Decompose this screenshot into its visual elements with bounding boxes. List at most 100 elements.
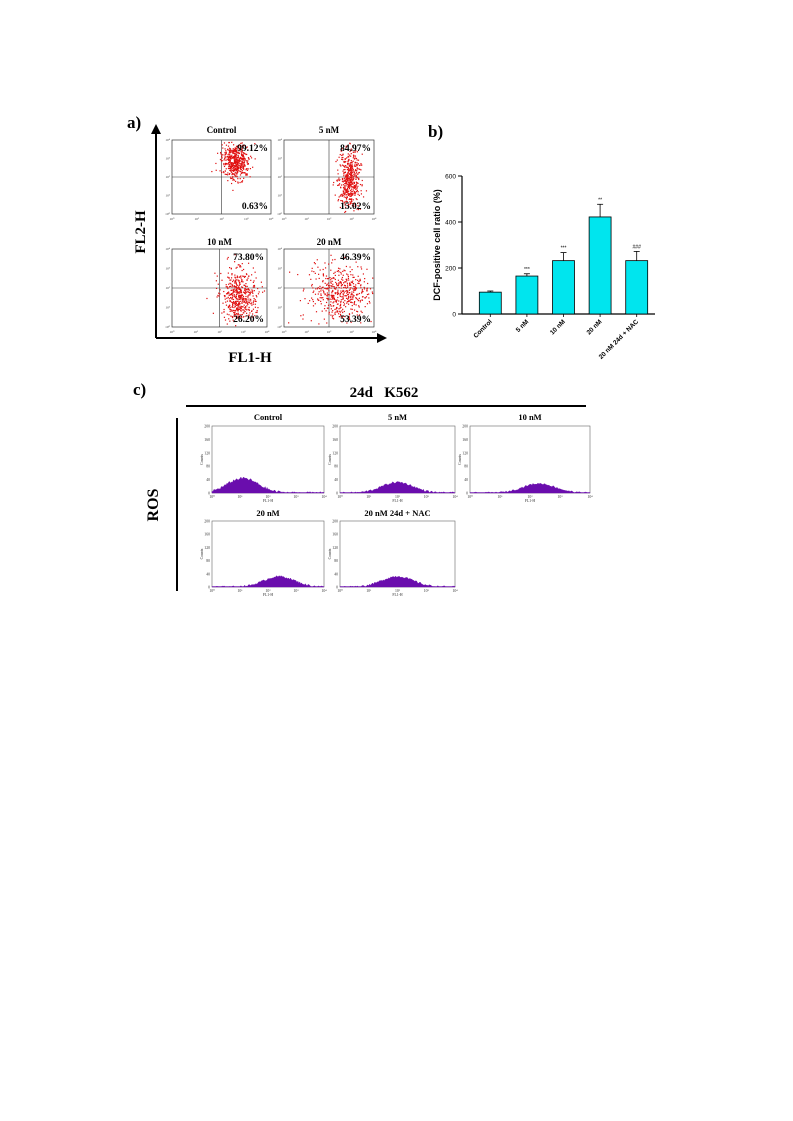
scatter-dot xyxy=(223,165,226,168)
scatter-dot xyxy=(232,298,235,301)
scatter-dot xyxy=(240,305,242,307)
scatter-dot xyxy=(227,305,230,307)
scatter-dot xyxy=(230,155,233,158)
scatter-dot xyxy=(337,284,340,286)
scatter-dot xyxy=(347,155,349,158)
scatter-dot xyxy=(223,290,225,293)
scatter-dot xyxy=(246,302,248,305)
histogram-x-tick-label: 10⁰ xyxy=(337,495,343,499)
scatter-dot xyxy=(244,153,246,155)
scatter-dot xyxy=(243,158,245,160)
scatter-dot xyxy=(333,272,335,275)
histogram-x-tick-label: 10² xyxy=(395,589,401,593)
scatter-dot xyxy=(235,279,237,281)
scatter-y-tick-label: 10³ xyxy=(277,267,282,271)
scatter-dot xyxy=(230,279,232,281)
scatter-dot xyxy=(230,151,232,154)
scatter-dot xyxy=(355,183,358,185)
scatter-dot xyxy=(262,291,264,293)
scatter-dot xyxy=(345,147,347,149)
scatter-dot xyxy=(234,301,236,304)
scatter-dot xyxy=(340,184,343,186)
scatter-dot xyxy=(244,165,246,167)
scatter-dot xyxy=(220,272,222,275)
scatter-dot xyxy=(347,166,349,169)
scatter-dot xyxy=(318,277,320,280)
scatter-dot xyxy=(350,159,352,162)
scatter-dot xyxy=(357,266,359,268)
scatter-dot xyxy=(351,183,353,185)
scatter-dot xyxy=(338,300,340,302)
scatter-dot xyxy=(238,280,240,282)
histogram-y-axis-name: Counts xyxy=(200,548,204,559)
scatter-dot xyxy=(232,279,235,281)
scatter-dot xyxy=(342,293,344,295)
scatter-dot xyxy=(347,293,349,295)
scatter-dot xyxy=(343,188,345,190)
scatter-dot xyxy=(360,284,362,286)
scatter-dot xyxy=(347,156,349,158)
scatter-dot xyxy=(333,301,335,303)
scatter-x-tick-label: 10¹ xyxy=(194,217,199,221)
scatter-dot xyxy=(351,165,353,167)
scatter-dot xyxy=(317,273,320,275)
scatter-dot xyxy=(334,278,336,281)
histogram-x-tick-label: 10³ xyxy=(558,495,564,499)
scatter-dot xyxy=(338,282,340,284)
scatter-dot xyxy=(340,283,342,285)
scatter-dot xyxy=(240,172,242,175)
scatter-dot xyxy=(235,152,237,154)
scatter-dot xyxy=(333,305,335,307)
histogram-y-tick-label: 200 xyxy=(462,425,468,429)
scatter-dot xyxy=(354,193,356,195)
scatter-dot xyxy=(234,150,236,153)
scatter-dot xyxy=(235,313,238,315)
scatter-dot xyxy=(226,323,228,325)
scatter-plot-title: 20 nM xyxy=(317,237,342,247)
scatter-dot xyxy=(349,164,351,166)
histogram-y-tick-label: 160 xyxy=(332,438,338,442)
scatter-dot xyxy=(323,318,325,320)
scatter-dot xyxy=(344,179,346,181)
scatter-dot xyxy=(334,258,336,261)
scatter-dot xyxy=(244,310,246,313)
scatter-dot xyxy=(343,189,345,191)
scatter-dot xyxy=(336,159,338,161)
scatter-dot xyxy=(320,293,322,295)
scatter-dot xyxy=(251,316,254,318)
scatter-dot xyxy=(251,304,253,306)
scatter-dot xyxy=(219,158,222,161)
scatter-dot xyxy=(333,277,335,279)
scatter-dot xyxy=(372,292,374,295)
scatter-dot xyxy=(226,297,228,299)
scatter-dot xyxy=(346,168,349,171)
scatter-dot xyxy=(249,312,251,314)
scatter-dot xyxy=(232,319,234,321)
scatter-dot xyxy=(348,186,350,188)
scatter-dot xyxy=(323,290,325,293)
scatter-dot xyxy=(256,296,258,298)
scatter-dot xyxy=(360,292,363,294)
scatter-dot xyxy=(355,298,357,300)
scatter-dot xyxy=(233,286,235,288)
scatter-dot xyxy=(241,279,243,281)
scatter-dot xyxy=(253,284,256,287)
scatter-x-tick-label: 10¹ xyxy=(193,330,198,334)
scatter-dot xyxy=(217,152,219,154)
scatter-dot xyxy=(326,288,328,290)
scatter-dot xyxy=(347,182,350,184)
scatter-plots: Control99.12%0.63%10⁰10⁰10¹10¹10²10²10³1… xyxy=(165,125,377,334)
scatter-dot xyxy=(336,284,338,287)
scatter-dot xyxy=(242,164,245,166)
scatter-dot xyxy=(346,179,348,181)
scatter-x-tick-label: 10⁴ xyxy=(269,217,275,221)
scatter-dot xyxy=(228,286,231,288)
scatter-dot xyxy=(226,300,229,302)
scatter-dot xyxy=(247,289,250,291)
scatter-dot xyxy=(239,174,242,176)
scatter-y-tick-label: 10² xyxy=(277,175,282,179)
scatter-dot xyxy=(244,291,246,293)
scatter-dot xyxy=(236,152,239,154)
scatter-dot xyxy=(322,289,324,291)
scatter-dot xyxy=(337,296,339,299)
